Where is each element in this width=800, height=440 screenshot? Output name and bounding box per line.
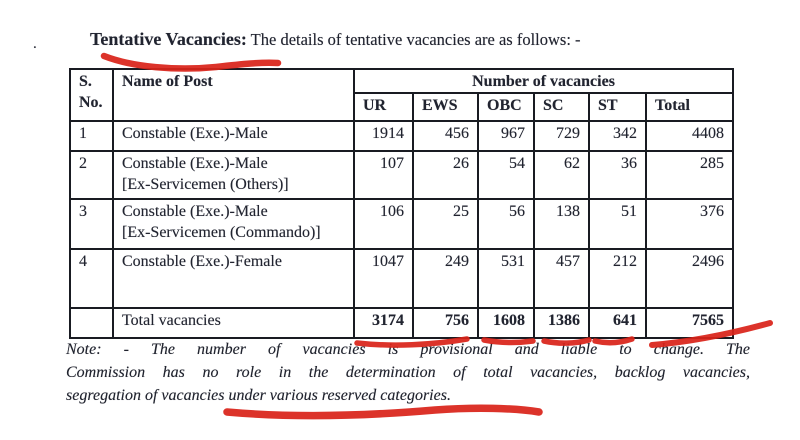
cell-sno: 1: [69, 120, 114, 152]
cell-total-sc: 1386: [533, 307, 590, 339]
header-col-ews: EWS: [412, 92, 479, 122]
cell-post-name: Constable (Exe.)-Female: [112, 248, 355, 309]
cell-total-total: 7565: [644, 307, 735, 339]
cell-total: 376: [644, 198, 735, 250]
header-col-obc: OBC: [477, 92, 535, 122]
cell-obc: 967: [477, 120, 535, 152]
cell-ews: 249: [412, 248, 479, 309]
table-row: 1 Constable (Exe.)-Male 1914 456 967 729…: [69, 120, 735, 152]
cell-obc: 531: [477, 248, 535, 309]
section-title-bold: Tentative Vacancies:: [90, 29, 247, 49]
cell-total-ews: 756: [412, 307, 479, 339]
cell-obc: 54: [477, 150, 535, 200]
note-paragraph: Note: - The number of vacancies is provi…: [66, 338, 750, 407]
note-line-1: Note: - The number of vacancies is provi…: [66, 341, 750, 358]
header-sno: S. No.: [69, 68, 114, 122]
header-sno-line2: No.: [79, 94, 103, 111]
red-underline-note: [223, 404, 543, 420]
cell-sc: 729: [533, 120, 590, 152]
table-row: 3 Constable (Exe.)-Male [Ex-Servicemen (…: [69, 198, 735, 250]
table-total-row: Total vacancies 3174 756 1608 1386 641 7…: [69, 307, 735, 339]
header-col-total: Total: [644, 92, 735, 122]
cell-ur: 1047: [353, 248, 414, 309]
leading-dot: .: [33, 36, 37, 52]
cell-obc: 56: [477, 198, 535, 250]
cell-sc: 457: [533, 248, 590, 309]
cell-ews: 456: [412, 120, 479, 152]
vacancies-table: S. No. Name of Post Number of vacancies …: [69, 68, 735, 339]
red-underline-title: [100, 52, 282, 72]
cell-st: 36: [588, 150, 647, 200]
cell-sc: 138: [533, 198, 590, 250]
cell-sno-empty: [69, 307, 114, 339]
cell-st: 342: [588, 120, 647, 152]
cell-st: 51: [588, 198, 647, 250]
cell-ur: 1914: [353, 120, 414, 152]
cell-sc: 62: [533, 150, 590, 200]
cell-ews: 25: [412, 198, 479, 250]
cell-total-ur: 3174: [353, 307, 414, 339]
cell-post-name: Constable (Exe.)-Male [Ex-Servicemen (Co…: [112, 198, 355, 250]
cell-sno: 3: [69, 198, 114, 250]
post-name-line2: [Ex-Servicemen (Others)]: [122, 176, 289, 193]
cell-total-st: 641: [588, 307, 647, 339]
cell-total: 285: [644, 150, 735, 200]
cell-post-name: Constable (Exe.)-Male: [112, 120, 355, 152]
post-name-line2: [Ex-Servicemen (Commando)]: [122, 224, 321, 241]
cell-total: 2496: [644, 248, 735, 309]
cell-sno: 2: [69, 150, 114, 200]
section-title-rest: The details of tentative vacancies are a…: [246, 30, 581, 49]
cell-total-obc: 1608: [477, 307, 535, 339]
header-col-st: ST: [588, 92, 647, 122]
post-name-line1: Constable (Exe.)-Male: [122, 155, 268, 172]
post-name-line1: Constable (Exe.)-Male: [122, 203, 268, 220]
cell-total-label: Total vacancies: [112, 307, 355, 339]
cell-ur: 106: [353, 198, 414, 250]
table-row: 2 Constable (Exe.)-Male [Ex-Servicemen (…: [69, 150, 735, 200]
header-col-sc: SC: [533, 92, 590, 122]
table-row: 4 Constable (Exe.)-Female 1047 249 531 4…: [69, 248, 735, 309]
cell-sno: 4: [69, 248, 114, 309]
section-title: Tentative Vacancies: The details of tent…: [90, 29, 581, 50]
cell-st: 212: [588, 248, 647, 309]
note-line-3: segregation of vacancies under various r…: [66, 387, 451, 404]
cell-ur: 107: [353, 150, 414, 200]
header-sno-line1: S.: [79, 73, 92, 90]
header-name-of-post: Name of Post: [112, 68, 355, 122]
cell-ews: 26: [412, 150, 479, 200]
header-col-ur: UR: [353, 92, 414, 122]
cell-total: 4408: [644, 120, 735, 152]
cell-post-name: Constable (Exe.)-Male [Ex-Servicemen (Ot…: [112, 150, 355, 200]
note-line-2: Commission has no role in the determinat…: [66, 364, 750, 381]
header-number-of-vacancies: Number of vacancies: [352, 68, 735, 94]
